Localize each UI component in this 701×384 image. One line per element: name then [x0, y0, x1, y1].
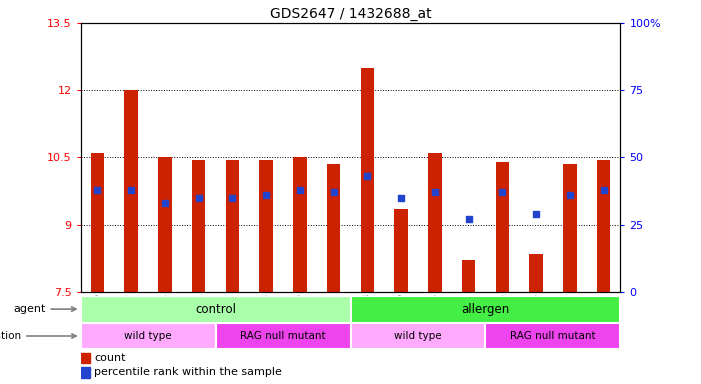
Point	[159, 200, 170, 206]
Point	[429, 189, 440, 195]
Title: GDS2647 / 1432688_at: GDS2647 / 1432688_at	[270, 7, 431, 21]
Bar	[428, 153, 442, 292]
Point	[261, 192, 272, 198]
Text: RAG null mutant: RAG null mutant	[510, 331, 596, 341]
Bar	[360, 68, 374, 292]
Bar	[350, 296, 620, 323]
Bar	[81, 367, 90, 378]
Bar	[563, 164, 576, 292]
Bar	[81, 353, 90, 363]
Text: allergen: allergen	[461, 303, 510, 316]
Text: count: count	[94, 353, 125, 363]
Point	[362, 173, 373, 179]
Bar	[485, 323, 620, 349]
Point	[294, 187, 306, 193]
Point	[125, 187, 137, 193]
Text: wild type: wild type	[394, 331, 442, 341]
Text: control: control	[195, 303, 236, 316]
Bar	[216, 323, 350, 349]
Point	[463, 216, 474, 222]
Bar	[597, 160, 611, 292]
Bar	[158, 157, 172, 292]
Point	[564, 192, 576, 198]
Point	[328, 189, 339, 195]
Point	[193, 195, 204, 201]
Bar	[529, 254, 543, 292]
Bar	[462, 260, 475, 292]
Bar	[496, 162, 509, 292]
Text: wild type: wild type	[124, 331, 172, 341]
Point	[598, 187, 609, 193]
Bar	[81, 296, 350, 323]
Bar	[293, 157, 306, 292]
Text: agent: agent	[13, 304, 76, 314]
Text: genotype/variation: genotype/variation	[0, 331, 76, 341]
Bar	[259, 160, 273, 292]
Point	[497, 189, 508, 195]
Text: percentile rank within the sample: percentile rank within the sample	[94, 367, 282, 377]
Bar	[350, 323, 485, 349]
Bar	[90, 153, 104, 292]
Point	[395, 195, 407, 201]
Bar	[81, 323, 216, 349]
Bar	[125, 90, 138, 292]
Bar	[226, 160, 239, 292]
Text: RAG null mutant: RAG null mutant	[240, 331, 326, 341]
Point	[92, 187, 103, 193]
Bar	[192, 160, 205, 292]
Bar	[327, 164, 341, 292]
Point	[227, 195, 238, 201]
Point	[531, 211, 542, 217]
Bar	[395, 209, 408, 292]
